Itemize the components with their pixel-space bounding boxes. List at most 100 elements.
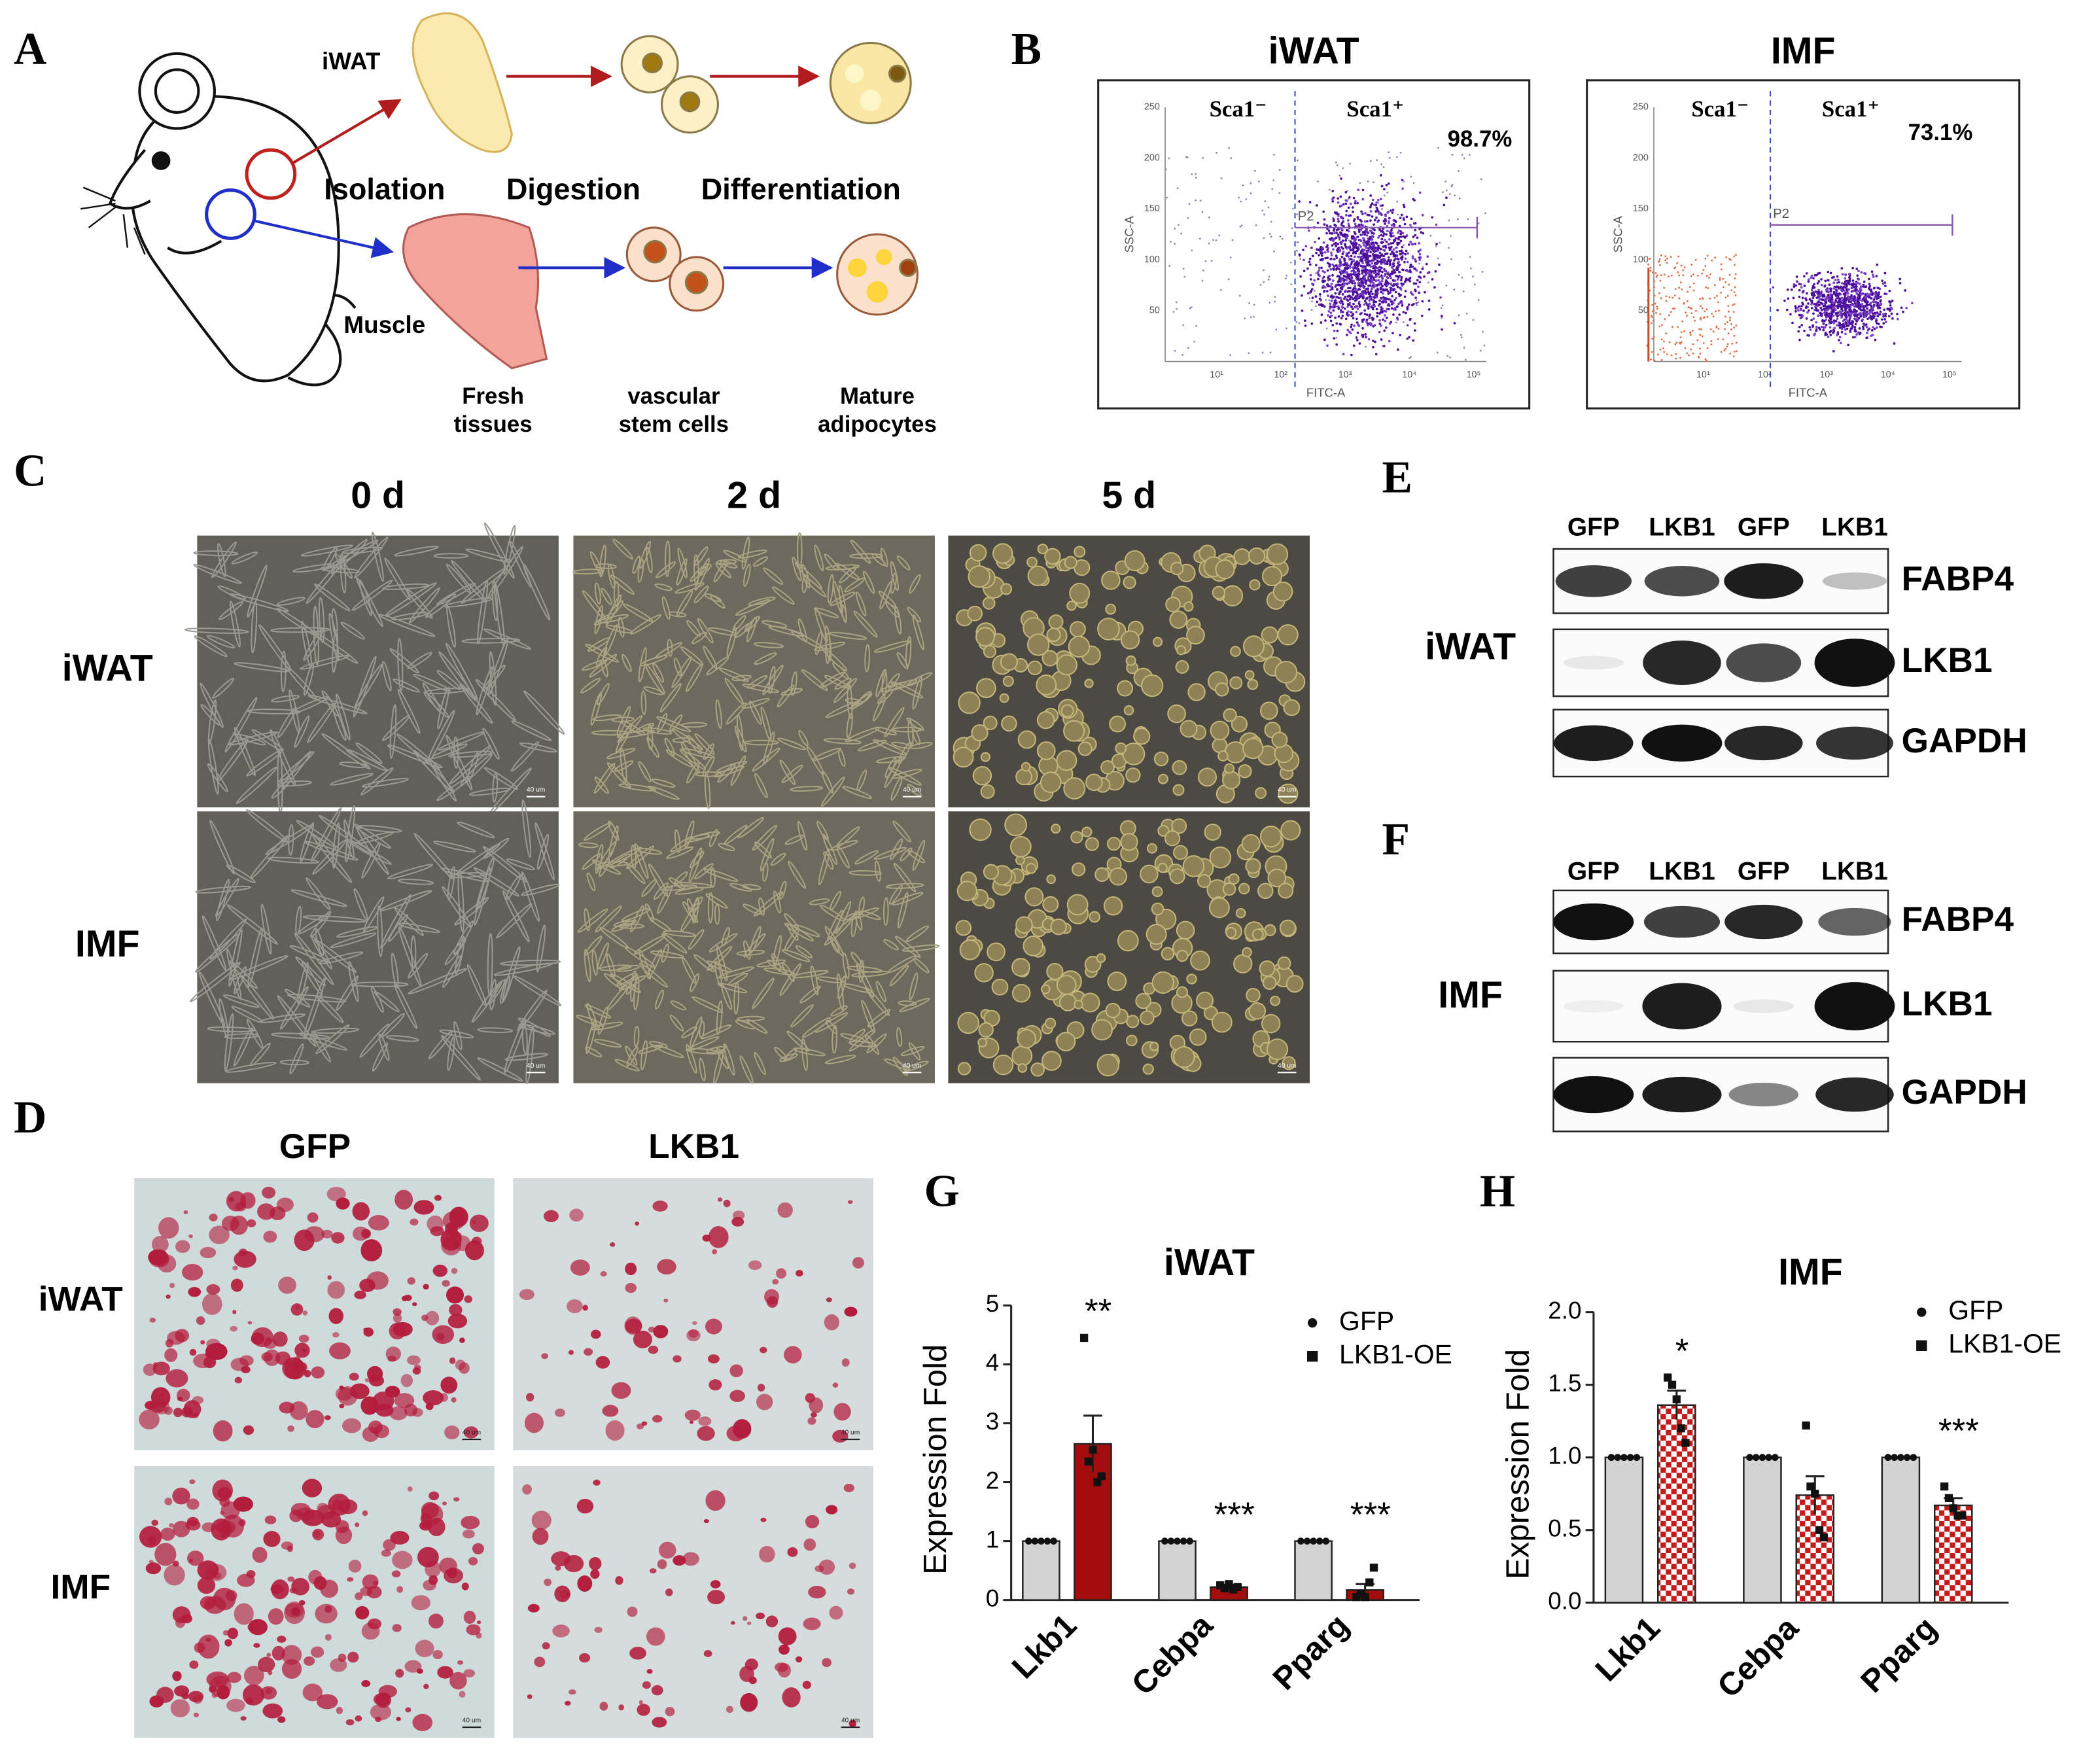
muscle-circle <box>205 188 256 240</box>
event <box>1465 359 1467 361</box>
event <box>1730 289 1733 292</box>
stain <box>294 1356 300 1361</box>
stain <box>385 1386 400 1398</box>
event <box>1390 229 1393 232</box>
event <box>1343 282 1346 285</box>
event <box>1339 283 1342 287</box>
event <box>1350 306 1353 308</box>
event <box>1403 222 1407 226</box>
event <box>1193 340 1196 343</box>
event <box>1299 275 1302 278</box>
stain <box>151 1519 158 1526</box>
stage-label: Mature <box>840 384 915 409</box>
event <box>1822 323 1825 325</box>
event <box>1702 298 1704 300</box>
event <box>1822 328 1825 332</box>
cell <box>912 839 926 871</box>
stain <box>691 1321 697 1325</box>
cell <box>1021 762 1031 772</box>
stain <box>355 1592 363 1600</box>
cell <box>629 614 662 635</box>
event <box>1699 353 1702 355</box>
event <box>1445 285 1448 287</box>
event <box>1400 300 1403 303</box>
event <box>1204 260 1207 262</box>
event <box>1399 232 1403 236</box>
event <box>1463 347 1465 349</box>
event <box>1333 258 1336 261</box>
event <box>1340 222 1344 224</box>
event <box>1815 321 1818 324</box>
event <box>1385 240 1388 243</box>
event <box>1361 224 1365 227</box>
cell <box>359 579 373 616</box>
event <box>1398 274 1401 277</box>
stain <box>258 1657 275 1673</box>
cell <box>397 688 421 734</box>
gate-label: P2 <box>1298 209 1314 224</box>
cell <box>517 1017 551 1037</box>
event <box>1649 270 1652 272</box>
event <box>1363 313 1367 315</box>
cell <box>626 1046 639 1067</box>
cell <box>665 749 693 767</box>
event <box>1664 318 1666 321</box>
event <box>1326 344 1329 347</box>
stain <box>554 1585 570 1602</box>
event <box>1299 258 1302 260</box>
event <box>1729 353 1732 355</box>
event <box>1358 304 1361 307</box>
cell <box>842 952 850 979</box>
stain <box>149 1560 154 1564</box>
cell <box>316 994 344 1023</box>
event <box>1365 252 1368 255</box>
event <box>1372 228 1375 231</box>
event <box>1440 307 1443 309</box>
cell <box>231 552 258 565</box>
event <box>1359 285 1362 288</box>
stain <box>459 1337 465 1343</box>
event <box>1834 308 1837 311</box>
cell <box>1242 737 1264 760</box>
cell <box>987 942 1006 962</box>
cell <box>1241 834 1261 854</box>
cell <box>492 580 499 622</box>
event <box>1326 283 1329 287</box>
event <box>1709 297 1711 300</box>
stain <box>263 1531 281 1547</box>
stain <box>646 1627 665 1646</box>
event <box>1812 294 1815 297</box>
event <box>1353 230 1356 234</box>
cell <box>536 924 546 973</box>
cell <box>638 1044 663 1055</box>
event <box>1401 245 1404 249</box>
event <box>1275 328 1278 331</box>
event <box>1268 275 1270 278</box>
event <box>1713 296 1716 299</box>
cell <box>1212 586 1226 600</box>
event <box>1651 322 1653 324</box>
event <box>1295 321 1298 323</box>
stain <box>805 1515 820 1529</box>
event <box>1220 177 1223 180</box>
event <box>1836 311 1840 314</box>
event <box>1720 351 1723 353</box>
cell <box>742 697 770 709</box>
stain <box>234 1250 256 1268</box>
cell <box>646 737 659 758</box>
event <box>1815 308 1818 311</box>
event <box>1846 281 1849 285</box>
event <box>1706 315 1709 318</box>
event <box>1371 242 1373 245</box>
event <box>1711 313 1713 315</box>
event <box>1333 329 1336 332</box>
event <box>1398 250 1401 253</box>
cell <box>656 561 676 578</box>
stage-label: stem cells <box>619 412 729 437</box>
cell <box>475 856 495 913</box>
event <box>1868 287 1870 290</box>
stain <box>284 1601 306 1624</box>
stain <box>226 1191 247 1212</box>
cell <box>689 973 700 992</box>
cell <box>694 557 710 591</box>
